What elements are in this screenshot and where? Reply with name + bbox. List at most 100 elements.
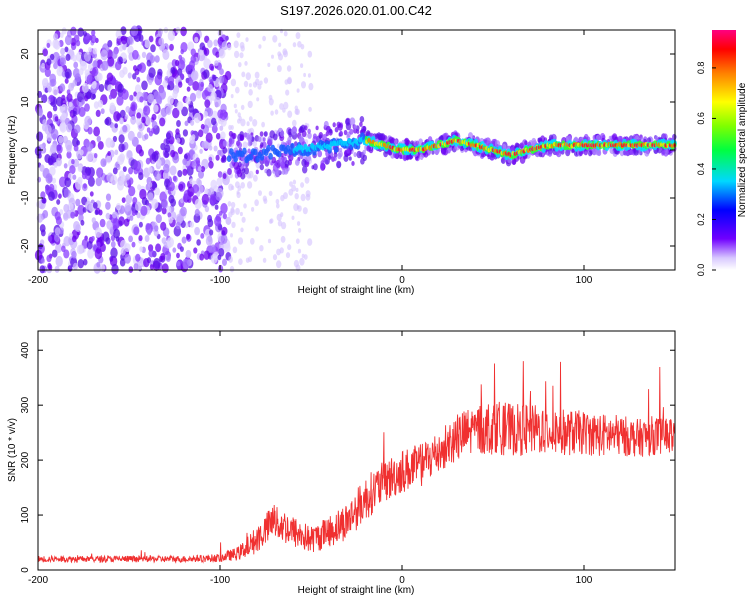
heatmap-cell <box>55 243 63 253</box>
heatmap-cell <box>295 159 300 166</box>
heatmap-cell <box>217 171 223 178</box>
heatmap-cell <box>221 41 228 51</box>
heatmap-cell <box>262 35 266 42</box>
heatmap-cell <box>41 258 45 264</box>
heatmap-cell <box>138 235 143 242</box>
heatmap-cell <box>100 158 107 168</box>
heatmap-cell <box>166 132 171 140</box>
heatmap-cell <box>54 116 59 122</box>
heatmap-cell <box>299 126 304 134</box>
heatmap-cell <box>119 117 124 125</box>
heatmap-cell <box>139 246 144 252</box>
heatmap-cell <box>131 241 136 248</box>
heatmap-cell <box>208 156 213 162</box>
heatmap-cell <box>183 153 188 160</box>
heatmap-cell <box>292 119 297 127</box>
heatmap-cell <box>230 208 235 216</box>
heatmap-cell <box>244 167 249 175</box>
heatmap-cell <box>276 203 280 209</box>
heatmap-cell <box>153 104 159 113</box>
heatmap-cell <box>221 155 227 163</box>
heatmap-cell <box>300 63 304 68</box>
heatmap-cell <box>130 25 139 37</box>
heatmap-cell <box>144 133 149 140</box>
heatmap-cell <box>349 128 354 135</box>
heatmap-cell <box>259 245 264 252</box>
heatmap-cell <box>222 173 227 179</box>
heatmap-cell <box>55 216 62 225</box>
heatmap-cell <box>123 218 130 227</box>
heatmap-cell <box>278 53 283 61</box>
heatmap-cell <box>297 248 302 254</box>
heatmap-cell <box>133 91 138 97</box>
heatmap-cell <box>229 265 235 273</box>
heatmap-cell <box>280 235 286 243</box>
heatmap-cell <box>54 265 60 273</box>
heatmap-cell <box>302 207 308 215</box>
heatmap-cell <box>46 42 51 49</box>
heatmap-cell <box>278 42 282 47</box>
heatmap-cell <box>186 64 192 71</box>
heatmap-cell <box>61 27 67 35</box>
heatmap-cell <box>54 233 60 243</box>
heatmap-cell <box>72 235 77 243</box>
heatmap-cell <box>51 249 58 258</box>
heatmap-cell <box>259 131 264 137</box>
heatmap-cell <box>192 184 200 194</box>
heatmap-cell <box>592 148 598 156</box>
heatmap-cell <box>82 258 88 266</box>
heatmap-cell <box>320 162 325 170</box>
heatmap-cell <box>94 248 103 260</box>
heatmap-cell <box>210 179 217 190</box>
heatmap-cell <box>209 63 214 71</box>
heatmap-cell <box>148 67 156 78</box>
heatmap-cell <box>96 72 103 82</box>
heatmap-cell <box>339 130 343 135</box>
heatmap-cell <box>284 160 290 167</box>
heatmap-cell <box>65 139 73 151</box>
heatmap-cell <box>93 101 99 109</box>
heatmap-cell <box>253 174 258 182</box>
heatmap-cell <box>107 56 115 67</box>
heatmap-cell <box>132 49 139 60</box>
heatmap-cell <box>214 204 219 210</box>
heatmap-cell <box>236 169 243 178</box>
heatmap-cell <box>144 235 150 242</box>
snr-ytick-label: 300 <box>20 396 31 413</box>
heatmap-cell <box>339 147 343 152</box>
heatmap-cell <box>96 261 101 268</box>
heatmap-y-label: Frequency (Hz) <box>7 116 18 185</box>
heatmap-cell <box>79 149 84 156</box>
heatmap-cell <box>80 219 85 226</box>
heatmap-cell <box>120 239 127 250</box>
heatmap-cell <box>118 45 124 52</box>
heatmap-cell <box>90 34 97 44</box>
heatmap-cell <box>182 258 190 270</box>
heatmap-cell <box>254 78 260 86</box>
heatmap-cell <box>351 161 355 166</box>
heatmap-cell <box>230 125 234 130</box>
heatmap-cell <box>65 53 71 62</box>
heatmap-cell <box>241 216 246 223</box>
heatmap-cell <box>259 164 264 171</box>
heatmap-cell <box>280 212 284 218</box>
heatmap-cell <box>271 156 277 164</box>
heatmap-cell <box>128 186 136 197</box>
heatmap-cell <box>213 145 218 152</box>
heatmap-cell <box>302 165 308 174</box>
heatmap-cell <box>326 125 331 133</box>
heatmap-cell <box>233 40 239 49</box>
heatmap-cell <box>122 44 127 51</box>
heatmap-cell <box>228 256 233 263</box>
heatmap-cell <box>177 146 183 155</box>
heatmap-cell <box>236 190 240 195</box>
heatmap-cell <box>209 79 214 85</box>
heatmap-cell <box>210 244 216 253</box>
heatmap-cell <box>283 167 289 175</box>
heatmap-cell <box>111 263 119 275</box>
heatmap-cell <box>353 152 357 158</box>
heatmap-cell <box>156 173 161 180</box>
heatmap-cell <box>228 130 233 137</box>
heatmap-cell <box>124 114 129 120</box>
heatmap-cell <box>205 132 213 143</box>
